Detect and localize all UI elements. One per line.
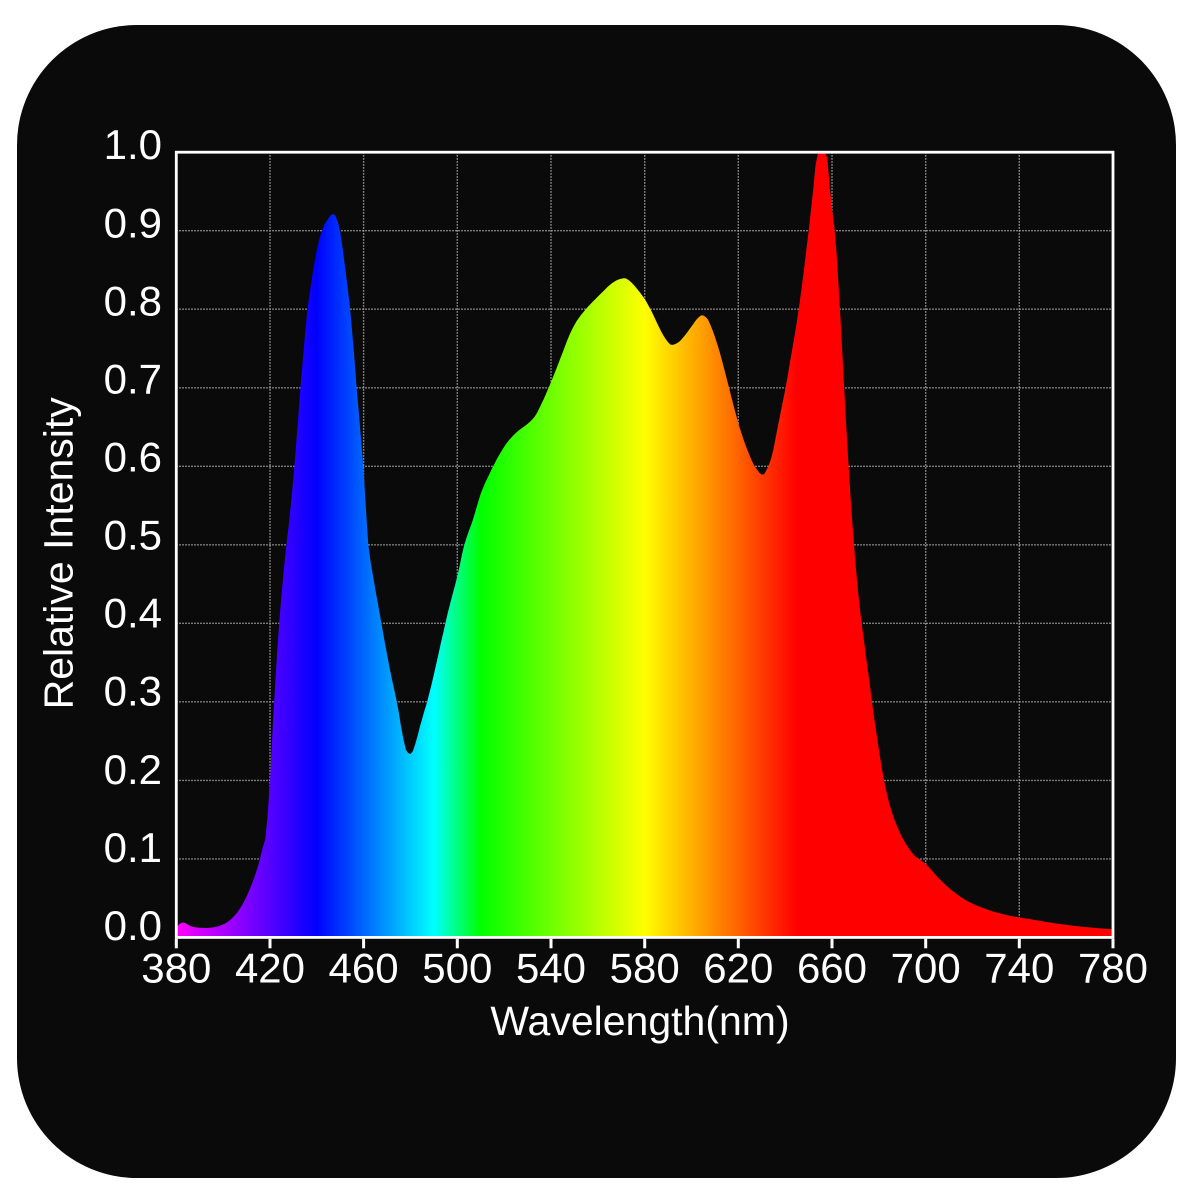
svg-text:0.8: 0.8 [104, 277, 162, 324]
svg-text:0.7: 0.7 [104, 355, 162, 402]
svg-text:0.5: 0.5 [104, 512, 162, 559]
svg-text:Relative Intensity: Relative Intensity [36, 397, 82, 710]
svg-text:420: 420 [235, 945, 305, 992]
svg-text:780: 780 [1078, 945, 1148, 992]
svg-text:700: 700 [891, 945, 961, 992]
svg-text:0.2: 0.2 [104, 746, 162, 793]
svg-text:1.0: 1.0 [104, 121, 162, 168]
svg-text:Wavelength(nm): Wavelength(nm) [490, 998, 789, 1044]
svg-text:540: 540 [516, 945, 586, 992]
svg-text:500: 500 [422, 945, 492, 992]
svg-text:620: 620 [703, 945, 773, 992]
svg-text:380: 380 [141, 945, 211, 992]
svg-text:0.1: 0.1 [104, 824, 162, 871]
svg-text:660: 660 [797, 945, 867, 992]
svg-text:0.9: 0.9 [104, 199, 162, 246]
svg-text:0.3: 0.3 [104, 668, 162, 715]
svg-text:0.6: 0.6 [104, 434, 162, 481]
svg-text:740: 740 [984, 945, 1054, 992]
svg-text:460: 460 [329, 945, 399, 992]
svg-text:0.4: 0.4 [104, 590, 162, 637]
svg-text:0.0: 0.0 [104, 902, 162, 949]
svg-text:580: 580 [610, 945, 680, 992]
